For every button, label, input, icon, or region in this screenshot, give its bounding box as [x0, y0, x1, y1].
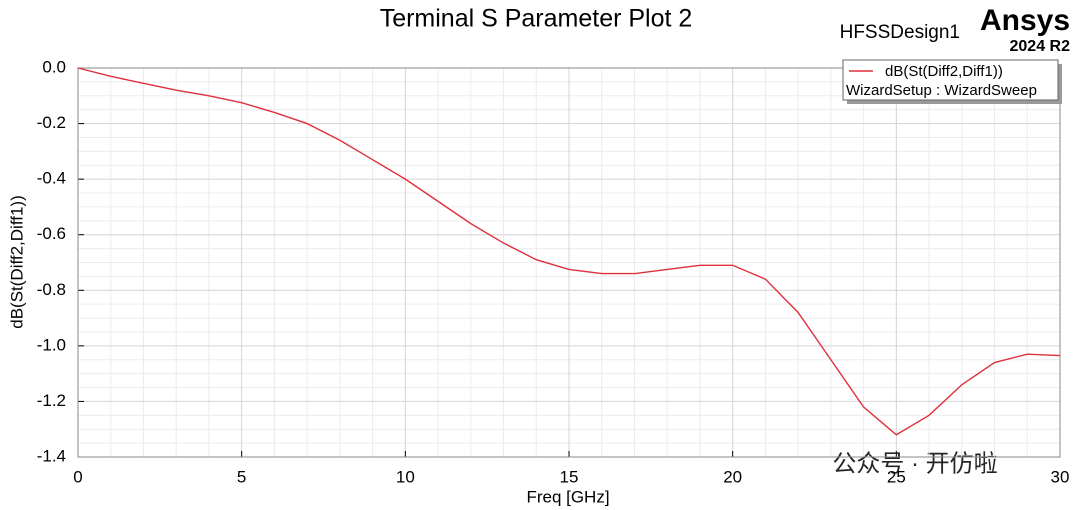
legend-label: dB(St(Diff2,Diff1))	[885, 63, 1003, 80]
y-axis-label: dB(St(Diff2,Diff1))	[7, 195, 26, 329]
x-tick-label: 25	[887, 467, 906, 486]
y-tick-label: -0.8	[37, 280, 66, 299]
x-axis-label: Freq [GHz]	[526, 487, 609, 506]
x-tick-label: 15	[560, 467, 579, 486]
y-tick-label: -0.4	[37, 169, 66, 188]
x-tick-label: 5	[237, 467, 246, 486]
y-tick-label: -1.2	[37, 391, 66, 410]
plot-frame	[77, 67, 1061, 458]
y-tick-label: 0.0	[42, 57, 66, 76]
data-line	[77, 67, 1061, 436]
legend-box	[842, 59, 1059, 101]
brand: Ansys	[980, 4, 1070, 37]
x-tick-label: 20	[723, 467, 742, 486]
chart-title: Terminal S Parameter Plot 2	[380, 5, 693, 33]
version: 2024 R2	[1010, 38, 1071, 55]
grid	[77, 67, 1061, 458]
x-tick-label: 0	[73, 467, 82, 486]
x-tick-label: 10	[396, 467, 415, 486]
legend-setup: WizardSetup : WizardSweep	[846, 82, 1037, 99]
y-tick-label: -0.2	[37, 113, 66, 132]
x-tick-label: 30	[1051, 467, 1070, 486]
design-name: HFSSDesign1	[840, 22, 960, 43]
y-tick-label: -0.6	[37, 224, 66, 243]
y-tick-label: -1.0	[37, 335, 66, 354]
watermark: 公众号 · 开仿啦	[832, 450, 997, 477]
y-tick-label: -1.4	[37, 446, 66, 465]
